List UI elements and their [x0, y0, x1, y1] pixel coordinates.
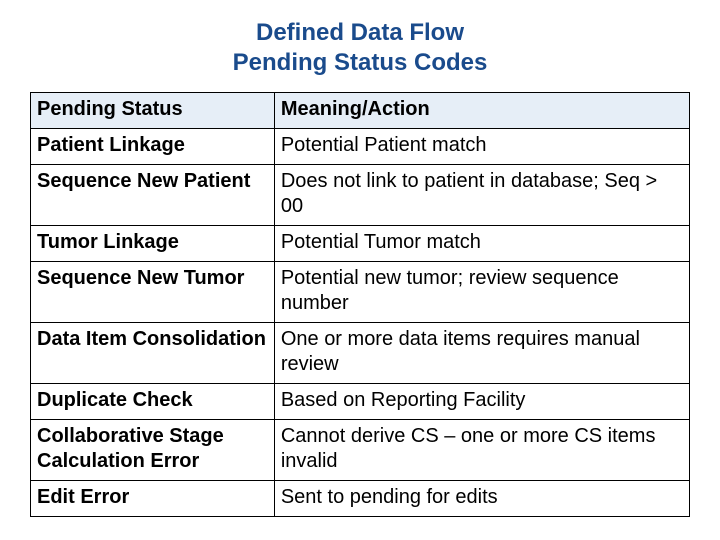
title-line-2: Pending Status Codes: [233, 49, 488, 76]
cell-status: Sequence New Tumor: [31, 262, 275, 323]
page-title: Defined Data Flow Pending Status Codes: [30, 18, 690, 78]
table-row: Edit Error Sent to pending for edits: [31, 481, 690, 517]
cell-status: Edit Error: [31, 481, 275, 517]
table-row: Sequence New Tumor Potential new tumor; …: [31, 262, 690, 323]
cell-meaning: Potential Patient match: [274, 129, 689, 165]
table-row: Sequence New Patient Does not link to pa…: [31, 165, 690, 226]
col-header-status: Pending Status: [31, 93, 275, 129]
cell-meaning: One or more data items requires manual r…: [274, 323, 689, 384]
cell-meaning: Based on Reporting Facility: [274, 384, 689, 420]
status-codes-table: Pending Status Meaning/Action Patient Li…: [30, 92, 690, 517]
title-line-1: Defined Data Flow: [256, 19, 464, 46]
table-row: Duplicate Check Based on Reporting Facil…: [31, 384, 690, 420]
cell-meaning: Does not link to patient in database; Se…: [274, 165, 689, 226]
cell-meaning: Potential new tumor; review sequence num…: [274, 262, 689, 323]
table-row: Data Item Consolidation One or more data…: [31, 323, 690, 384]
cell-status: Sequence New Patient: [31, 165, 275, 226]
cell-status: Duplicate Check: [31, 384, 275, 420]
cell-status: Data Item Consolidation: [31, 323, 275, 384]
cell-meaning: Sent to pending for edits: [274, 481, 689, 517]
table-row: Tumor Linkage Potential Tumor match: [31, 226, 690, 262]
table-row: Patient Linkage Potential Patient match: [31, 129, 690, 165]
cell-status: Tumor Linkage: [31, 226, 275, 262]
cell-meaning: Cannot derive CS – one or more CS items …: [274, 420, 689, 481]
cell-status: Patient Linkage: [31, 129, 275, 165]
cell-meaning: Potential Tumor match: [274, 226, 689, 262]
table-row: Collaborative Stage Calculation Error Ca…: [31, 420, 690, 481]
table-header-row: Pending Status Meaning/Action: [31, 93, 690, 129]
col-header-meaning: Meaning/Action: [274, 93, 689, 129]
cell-status: Collaborative Stage Calculation Error: [31, 420, 275, 481]
